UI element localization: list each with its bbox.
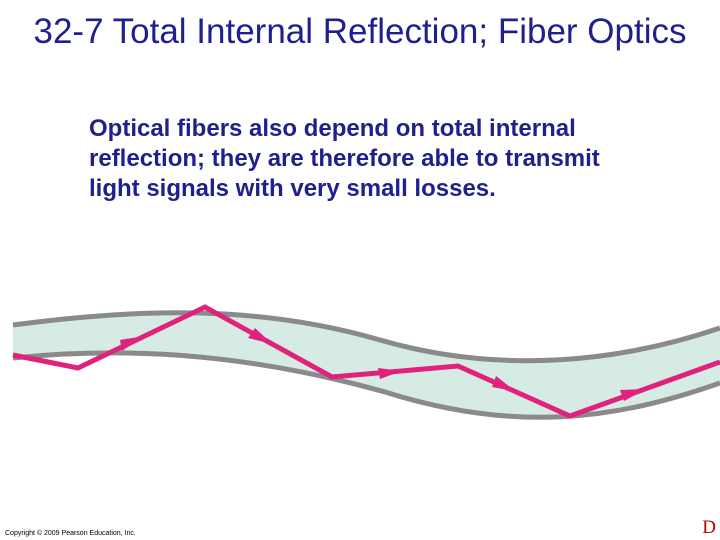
ray-arrow: [378, 368, 402, 379]
ray-arrow: [248, 328, 272, 344]
ray-arrow: [492, 376, 515, 391]
body-text: Optical fibers also depend on total inte…: [89, 115, 600, 202]
corner-mark: D: [702, 517, 716, 538]
ray-arrow: [120, 336, 144, 351]
fiber-upper-cladding: [12, 310, 720, 364]
optical-fiber-diagram: [12, 304, 720, 420]
ray-arrow: [620, 389, 646, 401]
copyright-notice: Copyright © 2009 Pearson Education, Inc.: [5, 530, 136, 537]
slide-title: 32-7 Total Internal Reflection; Fiber Op…: [33, 12, 687, 51]
fiber-lower-cladding: [12, 350, 720, 420]
fiber-core: [13, 312, 720, 418]
light-ray-path: [12, 304, 720, 419]
